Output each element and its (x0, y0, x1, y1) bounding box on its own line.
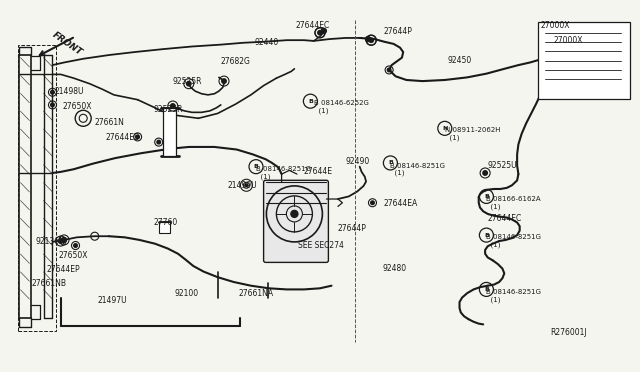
Text: (1): (1) (390, 170, 405, 176)
Circle shape (321, 28, 326, 33)
Text: 27760: 27760 (154, 218, 178, 227)
Circle shape (51, 90, 54, 94)
Text: 92490: 92490 (346, 157, 370, 166)
FancyBboxPatch shape (264, 180, 328, 262)
Text: 27682G: 27682G (221, 57, 251, 66)
Circle shape (245, 184, 248, 187)
Circle shape (58, 239, 63, 243)
Circle shape (186, 81, 191, 86)
Circle shape (170, 104, 175, 108)
Text: (1): (1) (445, 134, 460, 141)
Text: 27644EC: 27644EC (488, 214, 522, 223)
Bar (18, 45, 56, 331)
Text: 21497U: 21497U (97, 296, 127, 305)
Text: 27661NA: 27661NA (238, 289, 273, 298)
Text: 92136N: 92136N (35, 237, 65, 246)
Text: 27644EA: 27644EA (384, 199, 419, 208)
Text: B: B (484, 287, 489, 292)
Text: 27650X: 27650X (63, 102, 92, 110)
Text: 92440: 92440 (255, 38, 279, 47)
Text: 21498U: 21498U (54, 87, 84, 96)
Text: (1): (1) (486, 203, 501, 210)
Circle shape (371, 201, 374, 205)
Text: 27000X: 27000X (541, 21, 570, 30)
Text: B 08146-8251G: B 08146-8251G (256, 166, 311, 172)
Text: N: N (442, 126, 447, 131)
Text: 27644P: 27644P (338, 224, 367, 233)
Text: B 08146-8251G: B 08146-8251G (486, 289, 541, 295)
Text: 27644P: 27644P (384, 27, 413, 36)
Text: B 08166-6162A: B 08166-6162A (486, 196, 541, 202)
Text: 92525R: 92525R (154, 105, 183, 114)
Text: 27650X: 27650X (59, 251, 88, 260)
Text: 27000X: 27000X (554, 36, 583, 45)
Circle shape (387, 68, 391, 72)
Text: SEE SEC274: SEE SEC274 (298, 241, 344, 250)
Text: B 08146-8251G: B 08146-8251G (390, 163, 445, 169)
Text: 27644EB: 27644EB (106, 133, 140, 142)
Circle shape (136, 135, 140, 139)
Circle shape (365, 36, 371, 42)
Text: 27661NB: 27661NB (32, 279, 67, 288)
Circle shape (157, 140, 161, 144)
Bar (159, 222, 170, 232)
Circle shape (369, 38, 374, 42)
Text: 92480: 92480 (383, 264, 407, 273)
Text: 92450: 92450 (448, 56, 472, 65)
Text: FRONT: FRONT (51, 31, 84, 57)
Text: B: B (308, 99, 313, 104)
Circle shape (221, 79, 227, 83)
Text: 92525R: 92525R (173, 77, 202, 86)
Text: 92525U: 92525U (488, 161, 517, 170)
Bar (538, 22, 630, 99)
Text: (1): (1) (256, 173, 271, 180)
Text: 27644EC: 27644EC (296, 21, 330, 30)
Text: B: B (484, 232, 489, 238)
Text: (1): (1) (486, 241, 501, 248)
Text: 21499U: 21499U (227, 181, 257, 190)
Text: 92100: 92100 (174, 289, 198, 298)
Text: N 08911-2062H: N 08911-2062H (445, 127, 500, 133)
Text: (1): (1) (486, 296, 501, 303)
Text: B: B (484, 194, 489, 199)
Text: (1): (1) (314, 108, 328, 114)
Circle shape (483, 171, 488, 175)
Circle shape (74, 244, 77, 247)
Text: B: B (388, 160, 393, 166)
Text: 27644E: 27644E (304, 167, 333, 176)
Text: B: B (253, 164, 259, 169)
Text: 27661N: 27661N (95, 118, 125, 127)
Text: 27644EP: 27644EP (46, 265, 80, 274)
Circle shape (61, 237, 67, 243)
Text: B 08146-8251G: B 08146-8251G (486, 234, 541, 240)
Circle shape (317, 31, 323, 35)
Circle shape (51, 103, 54, 107)
Circle shape (291, 211, 298, 217)
Bar (163, 108, 176, 156)
Text: R276001J: R276001J (550, 328, 587, 337)
Text: B 08146-6252G: B 08146-6252G (314, 100, 369, 106)
